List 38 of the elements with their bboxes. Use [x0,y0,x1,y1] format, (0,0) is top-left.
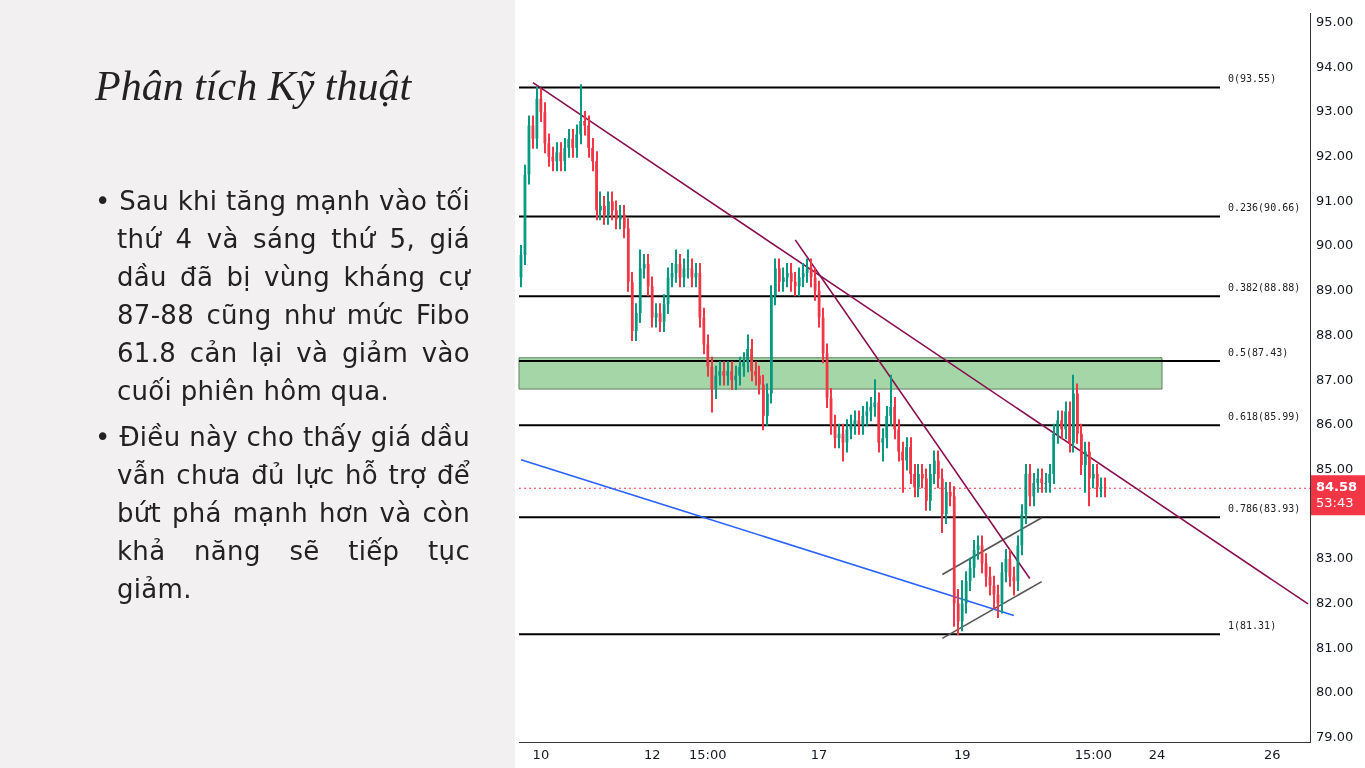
ref-line-label: 0.618(85.99) [1228,410,1301,422]
candlestick [1103,477,1107,498]
y-tick-label: 81.00 [1316,639,1354,655]
y-tick-label: 82.00 [1316,594,1354,610]
x-tick-label: 12 [643,747,661,763]
y-tick-label: 86.00 [1316,416,1354,432]
y-tick-label: 85.00 [1316,460,1354,476]
x-tick-label: 19 [953,747,971,763]
y-tick-label: 94.00 [1316,58,1354,74]
y-tick-label: 87.00 [1316,371,1354,387]
ref-line-label: 0.5(87.43) [1228,346,1289,358]
y-tick-label: 80.00 [1316,684,1354,700]
x-tick-label: 10 [532,747,550,763]
y-tick-label: 83.00 [1316,550,1354,566]
y-tick-label: 88.00 [1316,326,1354,342]
x-tick-label: 26 [1263,747,1281,763]
y-tick-label: 95.00 [1316,14,1354,30]
ref-line-label: 0(93.55) [1228,73,1277,85]
y-tick-label: 79.00 [1316,728,1354,744]
ref-line-label: 0.382(88.88) [1228,281,1301,293]
text: • Điều này cho thấy giá dầu vẫn chưa đủ lực hỗ trợ để bứt phá mạnh hơn và còn khả năng sẽ tiếp tục giảm. [95,422,470,604]
candlestick [1099,477,1103,498]
y-tick-label: 92.00 [1316,148,1354,164]
ref-line-label: 1(81.31) [1228,619,1277,631]
x-tick-label: 24 [1148,747,1166,763]
text: • Sau khi tăng mạnh vào tối thứ 4 và sáng thứ 5, giá dầu đã bị vùng kháng cự 87-88 cũng như mức Fibo 61.8 cản lại và giảm vào cuối phiên hôm qua. [95,186,470,406]
ref-line-label: 0.236(90.66) [1228,202,1301,214]
candlestick [1044,472,1048,493]
y-tick-label: 90.00 [1316,237,1354,253]
x-tick-label: 17 [810,747,828,763]
x-tick-label: 15:00 [689,747,727,763]
y-tick-label: 89.00 [1316,282,1354,298]
ref-line-label: 0.786(83.93) [1228,502,1301,514]
ref-line-label: 84.58 53:43 [1316,478,1358,510]
y-tick-label: 93.00 [1316,103,1354,119]
y-tick-label: 91.00 [1316,192,1354,208]
text: Phân tích Kỹ thuật [95,62,412,110]
x-tick-label: 15:00 [1074,747,1113,763]
